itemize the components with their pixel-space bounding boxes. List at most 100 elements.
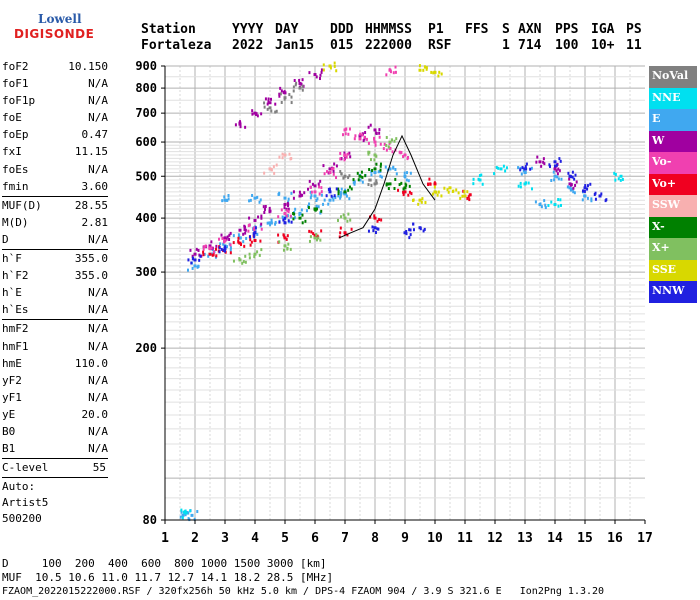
data-point-speckle: [572, 190, 575, 194]
data-point-speckle: [527, 181, 530, 185]
data-point: [553, 203, 557, 207]
data-point-speckle: [294, 83, 297, 87]
data-point-speckle: [250, 240, 253, 244]
data-point: [268, 221, 272, 225]
data-point: [598, 194, 602, 198]
data-point-speckle: [405, 229, 408, 233]
data-point-speckle: [282, 248, 285, 252]
data-point: [328, 190, 332, 194]
data-point-speckle: [352, 178, 355, 182]
data-point-speckle: [472, 182, 475, 186]
data-point-speckle: [380, 218, 383, 222]
data-point-speckle: [317, 182, 320, 186]
auto-code-text: 500200: [2, 512, 42, 526]
data-point-speckle: [337, 187, 340, 191]
data-point: [358, 137, 362, 141]
data-point: [184, 511, 188, 515]
data-point-speckle: [455, 188, 458, 192]
data-point-speckle: [228, 237, 231, 241]
x-tick-label: 3: [221, 531, 229, 546]
data-point-speckle: [264, 205, 267, 209]
data-point-speckle: [281, 215, 284, 219]
data-point: [463, 194, 467, 198]
data-point-speckle: [251, 112, 254, 116]
data-point-speckle: [289, 214, 292, 218]
data-point: [283, 196, 287, 200]
x-tick-label: 4: [251, 531, 259, 546]
data-point-speckle: [593, 193, 596, 197]
data-point-speckle: [199, 254, 202, 258]
clevel-row: C-level 55: [2, 459, 108, 476]
data-point-speckle: [317, 205, 320, 209]
param-value: 2.81: [81, 215, 109, 229]
data-point-speckle: [239, 236, 242, 240]
data-point-speckle: [330, 194, 333, 198]
series-noval: [263, 81, 378, 187]
data-point-speckle: [375, 131, 378, 135]
data-point-speckle: [258, 200, 261, 204]
data-point-speckle: [339, 191, 342, 195]
chart-grid: [165, 65, 645, 520]
data-point-speckle: [269, 223, 272, 227]
data-point: [253, 218, 257, 222]
parameter-panel: foF2 10.150 foF1 N/A foF1p N/A foE N/A foEp 0…: [2, 58, 108, 526]
data-point-speckle: [260, 214, 263, 218]
data-point: [193, 258, 197, 262]
data-point-speckle: [346, 219, 349, 223]
data-point-speckle: [446, 188, 449, 192]
data-point-speckle: [320, 186, 323, 190]
data-point-speckle: [290, 95, 293, 99]
data-point-speckle: [504, 169, 507, 173]
data-point-speckle: [568, 186, 571, 190]
data-point-speckle: [359, 132, 362, 136]
data-point-speckle: [457, 191, 460, 195]
param-value: 20.0: [81, 407, 109, 421]
data-point-speckle: [406, 157, 409, 161]
legend-item-x: X+: [649, 238, 697, 260]
header-year-value: 2022: [232, 38, 264, 53]
data-point-speckle: [407, 179, 410, 183]
param-row: h`E N/A: [2, 284, 108, 301]
data-point-speckle: [377, 170, 380, 174]
data-point-speckle: [308, 202, 311, 206]
data-point-speckle: [339, 231, 342, 235]
data-point-speckle: [344, 132, 347, 136]
data-point-speckle: [542, 157, 545, 161]
data-point-speckle: [212, 250, 215, 254]
data-point-speckle: [340, 187, 343, 191]
param-label: foEs: [2, 162, 29, 176]
data-point: [553, 174, 557, 178]
data-point-speckle: [318, 77, 321, 81]
data-point-speckle: [304, 219, 307, 223]
data-point-speckle: [368, 178, 371, 182]
data-point-speckle: [339, 170, 342, 174]
data-point-speckle: [567, 171, 570, 175]
data-point-speckle: [323, 172, 326, 176]
data-point-speckle: [225, 237, 228, 241]
param-value: N/A: [88, 424, 108, 438]
data-point-speckle: [282, 233, 285, 237]
data-point-speckle: [343, 154, 346, 158]
data-point: [403, 190, 407, 194]
data-point-speckle: [273, 171, 276, 175]
data-point-speckle: [417, 202, 420, 206]
auto-artist: Artist5: [2, 494, 108, 510]
data-point: [268, 101, 272, 105]
data-point-speckle: [379, 162, 382, 166]
x-tick-label: 5: [281, 531, 289, 546]
data-point-speckle: [189, 248, 192, 252]
data-point: [208, 244, 212, 248]
data-point-speckle: [397, 188, 400, 192]
param-label: foEp: [2, 128, 29, 142]
data-point: [358, 174, 362, 178]
data-point-speckle: [558, 169, 561, 173]
data-point: [283, 203, 287, 207]
data-point-speckle: [245, 236, 248, 240]
data-point: [223, 247, 227, 251]
data-point-speckle: [290, 191, 293, 195]
data-point-speckle: [367, 141, 370, 145]
data-point-speckle: [290, 101, 293, 105]
data-point-speckle: [219, 242, 222, 246]
data-point-speckle: [275, 109, 278, 113]
data-point-speckle: [292, 196, 295, 200]
